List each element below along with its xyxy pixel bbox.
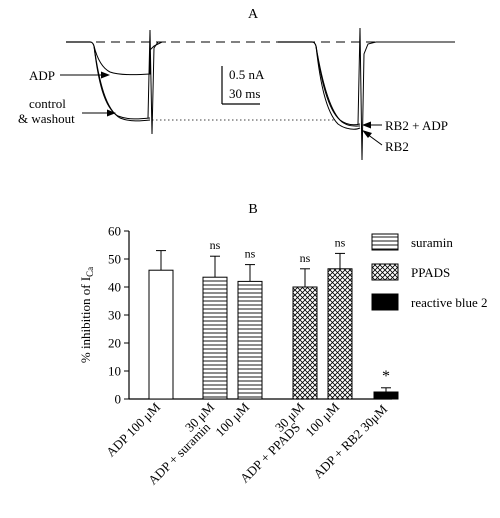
bar: [237, 280, 263, 400]
scale-current-label: 0.5 nA: [229, 67, 265, 82]
xlabel-adp: ADP 100 μM: [103, 399, 163, 459]
bar: [292, 286, 318, 400]
y-tick-label: 0: [115, 392, 122, 407]
trace-right-control: [315, 45, 361, 127]
trace-right-capacitive: [357, 27, 455, 161]
legend-label-suramin: suramin: [411, 235, 453, 250]
trace-right-rb2: [315, 45, 361, 130]
bar: [202, 276, 228, 400]
legend-swatch-reactive-blue: [371, 293, 399, 311]
trace-left-capacitive: [147, 29, 166, 135]
y-tick-label: 60: [108, 224, 121, 239]
legend-label-ppads: PPADS: [411, 265, 450, 280]
significance-label: ns: [210, 238, 221, 252]
arrowhead-rb2-adp: [362, 121, 371, 129]
xlabel-ppads-group: ADP + PPADS: [237, 420, 303, 486]
label-rb2: RB2: [385, 139, 409, 154]
significance-label: ns: [245, 247, 256, 261]
xlabel-ppads-100: 100 μM: [302, 399, 342, 439]
legend-label-reactive-blue: reactive blue 2: [411, 295, 488, 310]
trace-right-baseline: [278, 41, 317, 47]
arrowhead-rb2: [362, 130, 372, 138]
scale-time-label: 30 ms: [229, 86, 260, 101]
label-control: control: [29, 96, 66, 111]
trace-left-baseline: [66, 41, 95, 47]
significance-label: ns: [300, 251, 311, 265]
arrowhead-control: [107, 109, 116, 117]
legend-swatch-ppads: [371, 263, 399, 281]
trace-left-adp: [93, 41, 163, 76]
panel-b-label: B: [248, 202, 257, 217]
bar: [148, 269, 174, 400]
trace-left-control-2: [93, 45, 151, 122]
bar: [327, 268, 353, 400]
panel-a: A 0.5 nA 30 ms ADP control & washout RB: [18, 7, 455, 161]
xlabel-suramin-100: 100 μM: [212, 399, 252, 439]
panel-a-label: A: [248, 7, 259, 22]
label-adp: ADP: [29, 68, 55, 83]
y-tick-label: 10: [108, 364, 121, 379]
x-axis-labels: ADP 100 μM 30 μM 100 μM ADP + suramin 30…: [103, 399, 390, 487]
y-axis-label: % inhibition of ICa: [78, 267, 95, 363]
bars: ns ns ns ns *: [148, 235, 399, 400]
y-tick-label: 30: [108, 308, 121, 323]
significance-label: ns: [335, 235, 346, 249]
label-rb2-adp: RB2 + ADP: [385, 118, 448, 133]
arrowhead-adp: [101, 71, 110, 79]
significance-label: *: [382, 368, 390, 385]
trace-left-control-1: [93, 45, 151, 120]
y-tick-label: 40: [108, 280, 121, 295]
legend: suramin PPADS reactive blue 2: [371, 233, 488, 311]
label-washout: & washout: [18, 111, 75, 126]
bar: [373, 391, 399, 400]
y-tick-label: 50: [108, 252, 121, 267]
legend-swatch-suramin: [371, 233, 399, 251]
y-tick-label: 20: [108, 336, 121, 351]
xlabel-suramin-group: ADP + suramin: [145, 419, 213, 487]
